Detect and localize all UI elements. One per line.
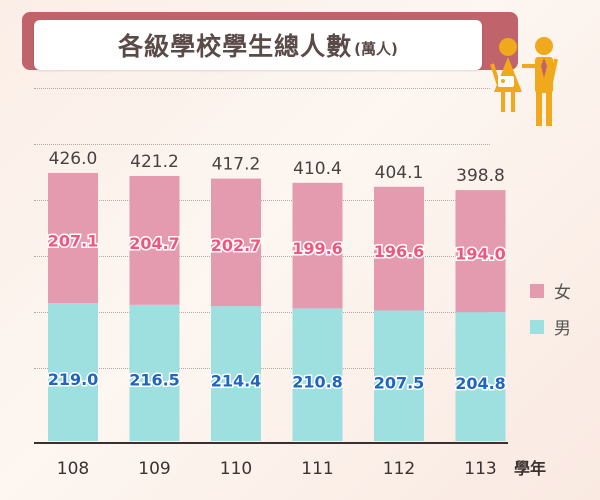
bar-male-108 xyxy=(48,303,98,441)
bar-female-112 xyxy=(374,186,424,311)
data-label-female-110: 202.7 xyxy=(211,236,262,255)
x-axis-unit-label: 學年 xyxy=(514,459,546,478)
data-label-male-110: 214.4 xyxy=(211,371,262,390)
data-label-female-111: 199.6 xyxy=(292,239,343,258)
total-label-110: 417.2 xyxy=(212,155,261,175)
x-tick-112: 112 xyxy=(383,459,415,479)
data-label-male-112: 207.5 xyxy=(374,373,425,392)
bar-female-109 xyxy=(129,176,180,305)
total-label-112: 404.1 xyxy=(375,163,424,183)
x-tick-109: 109 xyxy=(138,459,170,479)
legend-item-male: 男 xyxy=(530,314,571,339)
x-tick-113: 113 xyxy=(464,459,496,479)
total-label-113: 398.8 xyxy=(456,166,505,186)
x-tick-110: 110 xyxy=(220,459,252,479)
bar-male-112 xyxy=(374,310,424,441)
total-label-108: 426.0 xyxy=(49,149,98,169)
x-tick-111: 111 xyxy=(301,459,333,479)
x-tick-108: 108 xyxy=(57,459,89,479)
legend-swatch-female xyxy=(530,283,544,298)
data-label-male-108: 219.0 xyxy=(48,370,99,389)
bar-female-108 xyxy=(48,172,98,304)
bar-male-111 xyxy=(292,308,343,441)
data-label-female-113: 194.0 xyxy=(455,245,506,264)
total-label-111: 410.4 xyxy=(293,159,342,179)
chart-title: 各級學校學生總人數 xyxy=(118,32,353,61)
chart-title-box: 各級學校學生總人數 (萬人) xyxy=(34,20,482,70)
bar-female-113 xyxy=(455,190,506,313)
bar-male-109 xyxy=(129,304,180,441)
gridline xyxy=(34,368,490,369)
bar-female-110 xyxy=(211,178,261,307)
gridline xyxy=(34,256,490,257)
gridline xyxy=(34,200,490,201)
data-label-male-109: 216.5 xyxy=(129,371,180,390)
legend-label-female: 女 xyxy=(554,283,571,303)
legend-swatch-male xyxy=(530,319,544,334)
total-label-109: 421.2 xyxy=(130,152,179,172)
gridline xyxy=(34,88,490,89)
data-label-female-112: 196.6 xyxy=(374,242,425,261)
x-axis-line xyxy=(34,442,508,444)
bar-male-113 xyxy=(455,312,506,441)
gridline xyxy=(34,312,490,313)
legend-item-female: 女 xyxy=(530,278,571,303)
chart-title-unit: (萬人) xyxy=(354,39,398,58)
data-label-female-108: 207.1 xyxy=(48,232,99,251)
legend-label-male: 男 xyxy=(554,319,571,339)
data-label-male-113: 204.8 xyxy=(455,374,506,393)
students-couple-icon xyxy=(490,37,558,126)
data-label-female-109: 204.7 xyxy=(129,234,180,253)
gridline xyxy=(34,144,490,145)
data-label-male-111: 210.8 xyxy=(292,372,343,391)
bar-male-110 xyxy=(211,306,261,441)
bar-female-111 xyxy=(292,182,343,309)
